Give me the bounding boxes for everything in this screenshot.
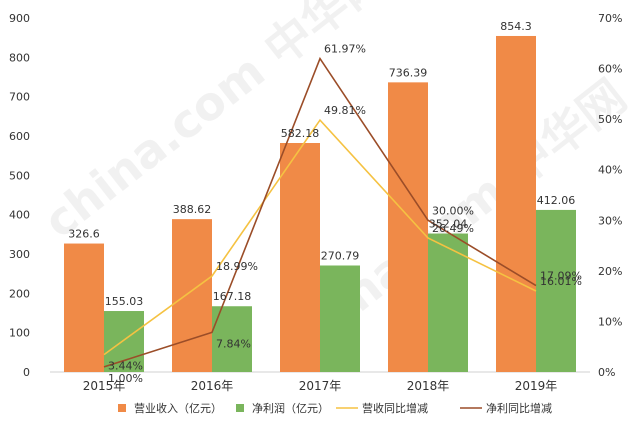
data-label: 582.18	[281, 127, 320, 140]
y-right-tick-label: 10%	[598, 315, 622, 328]
x-tick-label: 2017年	[299, 379, 342, 393]
data-label: 7.84%	[216, 337, 251, 350]
y-right-tick-label: 0%	[598, 366, 615, 379]
lines	[103, 56, 537, 368]
x-tick-label: 2016年	[191, 379, 234, 393]
data-label: 61.97%	[324, 43, 366, 56]
data-label: 30.00%	[432, 204, 474, 217]
bar	[280, 143, 320, 372]
x-tick-label: 2018年	[407, 379, 450, 393]
y-left-tick-label: 700	[9, 91, 30, 104]
bar	[428, 233, 468, 372]
y-right-tick-label: 30%	[598, 214, 622, 227]
y-left-tick-label: 100	[9, 327, 30, 340]
axes: 0 100 200 300 400 500 600 700 800 900 0% 10% 20% 30% 4…	[9, 12, 622, 393]
y-left-tick-label: 600	[9, 130, 30, 143]
bar	[496, 35, 536, 372]
y-left-tick-label: 900	[9, 12, 30, 25]
data-label: 412.06	[537, 194, 576, 207]
watermark-text: china.com 中华网	[34, 0, 397, 249]
data-labels: 326.6 388.62 582.18 736.39 854.3 155.03 167.18…	[68, 20, 582, 385]
bar	[388, 82, 428, 372]
y-left-tick-label: 300	[9, 248, 30, 261]
data-label: 26.49%	[432, 222, 474, 235]
legend-label: 净利润（亿元）	[252, 401, 329, 415]
data-label: 49.81%	[324, 104, 366, 117]
bar	[172, 219, 212, 372]
bar	[104, 311, 144, 372]
legend-swatch	[118, 404, 126, 412]
y-left-tick-label: 200	[9, 287, 30, 300]
data-label: 854.3	[500, 20, 532, 33]
y-left-tick-label: 800	[9, 51, 30, 64]
data-label: 326.6	[68, 228, 100, 241]
legend-label: 营收同比增减	[362, 401, 428, 415]
data-label: 388.62	[173, 203, 212, 216]
y-right-tick-label: 20%	[598, 265, 622, 278]
legend-swatch	[236, 404, 244, 412]
data-label: 16.01%	[540, 275, 582, 288]
data-label: 167.18	[213, 290, 252, 303]
data-label: 18.99%	[216, 260, 258, 273]
legend-label: 净利同比增减	[486, 401, 552, 415]
bar	[320, 265, 360, 372]
data-label: 17.09%	[540, 270, 582, 283]
data-label: 270.79	[321, 249, 360, 262]
y-right-tick-label: 40%	[598, 164, 622, 177]
y-left-tick-label: 400	[9, 209, 30, 222]
bars	[64, 35, 576, 372]
legend-label: 营业收入（亿元）	[134, 401, 222, 415]
y-left-tick-label: 0	[23, 366, 30, 379]
y-right-tick-label: 70%	[598, 12, 622, 25]
data-label: 155.03	[105, 295, 144, 308]
x-tick-label: 2015年	[83, 379, 126, 393]
data-label: 1.00%	[108, 372, 143, 385]
y-right-tick-label: 50%	[598, 113, 622, 126]
y-left-tick-label: 500	[9, 169, 30, 182]
bar	[64, 243, 104, 372]
data-label: 3.44%	[108, 360, 143, 373]
x-tick-label: 2019年	[515, 379, 558, 393]
y-right-tick-label: 60%	[598, 63, 622, 76]
legend: 营业收入（亿元） 净利润（亿元） 营收同比增减 净利同比增减	[118, 401, 552, 415]
data-label: 736.39	[389, 66, 428, 79]
bar	[536, 209, 576, 372]
data-label: 352.04	[429, 218, 468, 231]
